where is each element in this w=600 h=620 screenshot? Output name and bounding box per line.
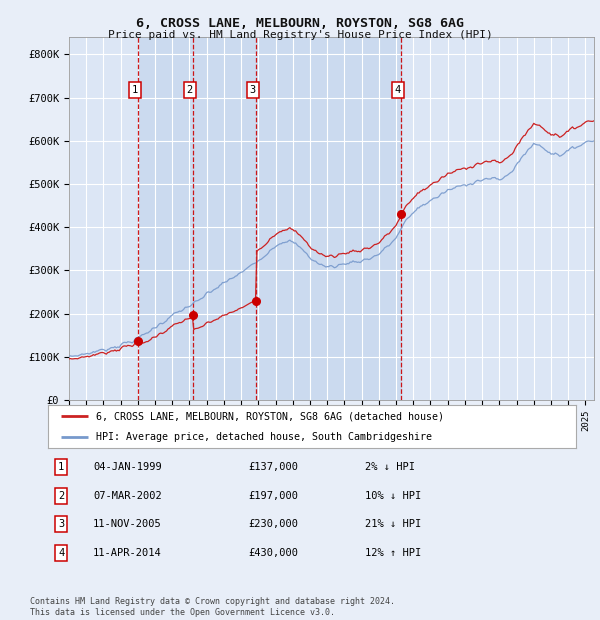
Text: HPI: Average price, detached house, South Cambridgeshire: HPI: Average price, detached house, Sout… [95,432,431,442]
Text: 1: 1 [131,85,138,95]
Text: 4: 4 [58,548,64,558]
Text: 2% ↓ HPI: 2% ↓ HPI [365,462,415,472]
Text: 07-MAR-2002: 07-MAR-2002 [93,490,161,500]
Text: 4: 4 [395,85,401,95]
Text: Contains HM Land Registry data © Crown copyright and database right 2024.
This d: Contains HM Land Registry data © Crown c… [30,598,395,617]
Text: £197,000: £197,000 [248,490,299,500]
Text: 11-APR-2014: 11-APR-2014 [93,548,161,558]
Text: 6, CROSS LANE, MELBOURN, ROYSTON, SG8 6AG: 6, CROSS LANE, MELBOURN, ROYSTON, SG8 6A… [136,17,464,30]
Text: 11-NOV-2005: 11-NOV-2005 [93,520,161,529]
Text: 12% ↑ HPI: 12% ↑ HPI [365,548,421,558]
Text: Price paid vs. HM Land Registry's House Price Index (HPI): Price paid vs. HM Land Registry's House … [107,30,493,40]
Text: £230,000: £230,000 [248,520,299,529]
Text: 1: 1 [58,462,64,472]
Text: £430,000: £430,000 [248,548,299,558]
Text: 6, CROSS LANE, MELBOURN, ROYSTON, SG8 6AG (detached house): 6, CROSS LANE, MELBOURN, ROYSTON, SG8 6A… [95,411,443,421]
Bar [138,37,401,400]
Text: 21% ↓ HPI: 21% ↓ HPI [365,520,421,529]
Text: 3: 3 [58,520,64,529]
Text: 10% ↓ HPI: 10% ↓ HPI [365,490,421,500]
Text: 2: 2 [187,85,193,95]
Text: 04-JAN-1999: 04-JAN-1999 [93,462,161,472]
Text: 3: 3 [250,85,256,95]
Text: £137,000: £137,000 [248,462,299,472]
Text: 2: 2 [58,490,64,500]
